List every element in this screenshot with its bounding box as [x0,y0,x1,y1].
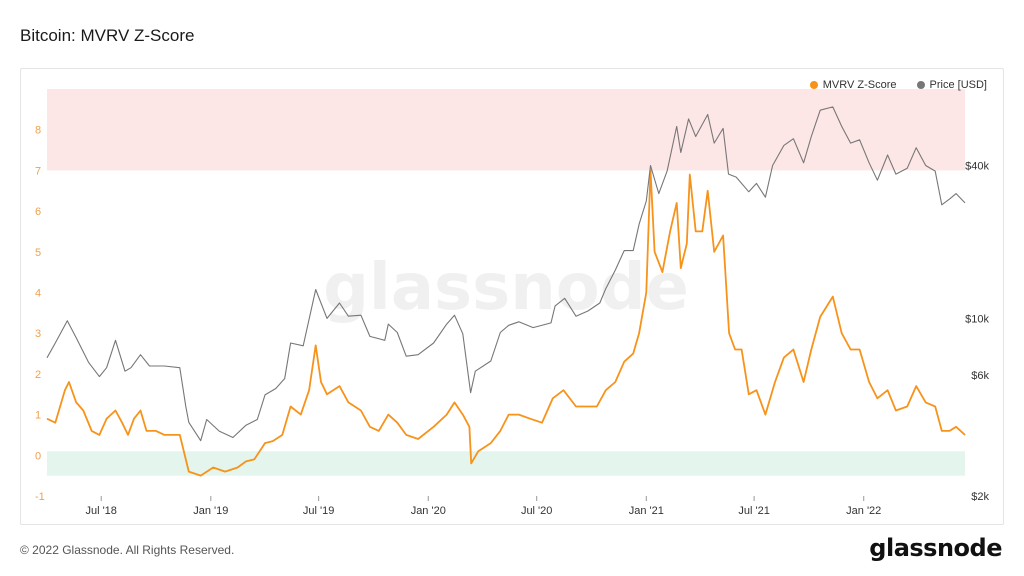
legend-item-price[interactable]: Price [USD] [916,79,987,91]
x-axis-tick: Jan '21 [629,505,664,517]
left-axis-tick: 4 [35,288,41,300]
right-axis-tick: $6k [971,370,989,382]
x-axis-tick: Jan '20 [411,505,446,517]
left-axis-tick: 5 [35,247,41,259]
right-axis-tick: $40k [965,160,989,172]
watermark-text: glassnode [323,251,689,325]
series-line-zscore [46,169,966,477]
left-axis-tick: 1 [35,410,41,422]
series-line-price [46,106,966,442]
x-axis-tick: Jan '19 [193,505,228,517]
right-axis-tick: $10k [965,313,989,325]
legend-dot-zscore [809,81,818,89]
x-axis-tick: Jul '18 [85,505,116,517]
left-axis-tick: 8 [35,125,41,137]
left-axis-tick: 6 [35,206,41,218]
left-axis-tick: -1 [35,491,45,503]
copyright-text: © 2022 Glassnode. All Rights Reserved. [20,543,235,557]
glassnode-logo[interactable]: glassnode [869,534,1002,562]
left-axis-tick: 0 [35,450,41,462]
legend-label-price: Price [USD] [929,79,987,91]
right-axis-tick: $2k [971,491,989,503]
overvalued-zone [47,89,965,171]
chart-svg: glassnode -1 0 1 2 3 4 5 6 7 8 $2k $6k $10k $40k Jul '1… [35,89,989,517]
x-axis-tick: Jul '21 [738,505,769,517]
legend-item-zscore[interactable]: MVRV Z-Score [809,79,897,91]
legend-label-zscore: MVRV Z-Score [822,79,897,91]
page-title: Bitcoin: MVRV Z-Score [20,26,195,45]
x-axis-tick: Jan '22 [846,505,881,517]
left-axis-tick: 3 [35,328,41,340]
x-axis-tick: Jul '20 [521,505,552,517]
chart-legend: MVRV Z-Score Price [USD] [809,79,987,91]
left-axis-tick: 7 [35,165,41,177]
left-axis-tick: 2 [35,369,41,381]
chart-card: glassnode -1 0 1 2 3 4 5 6 7 8 $2k $6k $10k $40k Jul '1… [20,68,1004,525]
legend-dot-price [916,81,925,89]
x-axis-tick: Jul '19 [303,505,334,517]
undervalued-zone [47,451,965,476]
